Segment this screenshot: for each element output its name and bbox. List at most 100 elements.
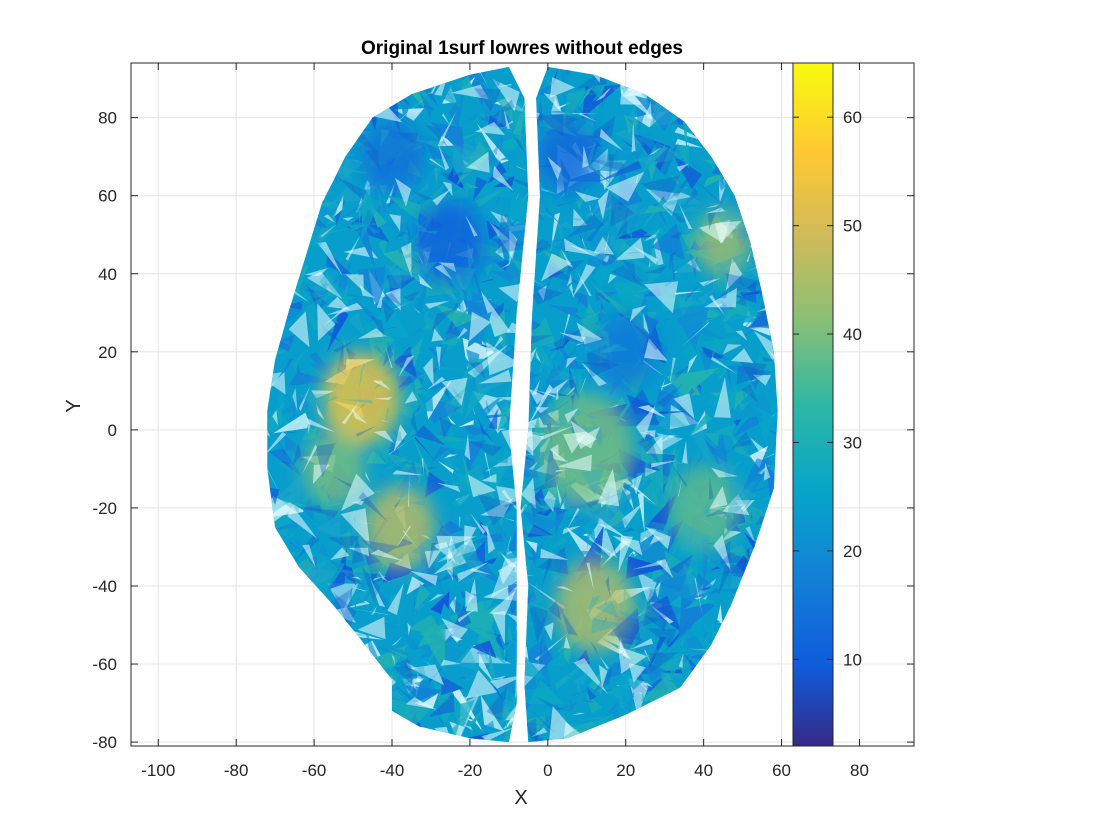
- surface-facet: [402, 217, 411, 249]
- surface-highlight: [727, 74, 738, 83]
- surface-facet: [339, 643, 357, 690]
- surface-highlight: [718, 287, 729, 299]
- colorbar-tick-label: 40: [843, 325, 862, 344]
- surface-facet: [414, 425, 445, 445]
- surface-facet: [454, 299, 469, 315]
- surface-facet: [423, 91, 435, 96]
- surface-facet: [333, 74, 346, 89]
- surface-highlight: [401, 525, 405, 528]
- surface-facet: [411, 404, 422, 416]
- surface-highlight: [688, 648, 709, 651]
- y-tick-label: -40: [92, 577, 117, 596]
- surface-facet: [268, 66, 316, 88]
- surface-highlight: [691, 220, 706, 239]
- surface-facet: [313, 416, 316, 422]
- surface-facet: [617, 670, 643, 690]
- surface-facet: [530, 545, 536, 568]
- surface-highlight: [674, 695, 682, 720]
- surface-facet: [643, 205, 671, 214]
- surface-facet: [700, 159, 716, 166]
- surface-highlight: [631, 474, 643, 495]
- surface-highlight: [345, 235, 361, 261]
- surface-highlight: [392, 470, 425, 476]
- surface-facet: [488, 408, 498, 430]
- surface-highlight: [358, 219, 363, 224]
- surface-highlight: [628, 104, 636, 127]
- surface-highlight: [351, 640, 354, 650]
- surface-facet: [565, 341, 595, 365]
- surface-facet: [267, 281, 276, 295]
- surface-highlight: [520, 720, 523, 743]
- surface-facet: [466, 531, 505, 545]
- colorbar-tick-label: 30: [843, 433, 862, 452]
- surface-highlight: [455, 647, 480, 672]
- surface-highlight: [619, 693, 627, 711]
- surface-highlight: [653, 78, 667, 87]
- surface-highlight: [706, 715, 723, 718]
- surface-highlight: [407, 622, 411, 636]
- surface-facet: [267, 601, 287, 614]
- surface-facet: [738, 95, 761, 124]
- surface-highlight: [705, 543, 716, 544]
- surface-highlight: [636, 680, 648, 691]
- surface-highlight: [497, 213, 522, 254]
- surface-highlight: [378, 187, 383, 208]
- surface-facet: [757, 531, 778, 561]
- surface-highlight: [340, 508, 370, 546]
- surface-highlight: [665, 186, 703, 205]
- surface-highlight: [714, 376, 731, 418]
- surface-highlight: [333, 592, 357, 630]
- surface-highlight: [276, 462, 299, 473]
- surface-highlight: [627, 117, 634, 127]
- surface-highlight: [316, 513, 341, 540]
- surface-highlight: [466, 669, 498, 699]
- surface-highlight: [393, 500, 401, 512]
- surface-highlight: [739, 591, 769, 603]
- surface-facet: [678, 594, 715, 638]
- surface-highlight: [374, 266, 378, 282]
- surface-facet: [432, 344, 445, 347]
- surface-facet: [675, 138, 703, 148]
- surface-highlight: [599, 128, 624, 151]
- surface-highlight: [644, 281, 679, 314]
- surface-facet: [332, 194, 344, 218]
- surface-highlight: [551, 98, 561, 112]
- surface-highlight: [495, 246, 505, 260]
- surface-facet: [714, 648, 748, 671]
- surface-highlight: [645, 467, 657, 477]
- surface-facet: [733, 668, 774, 688]
- surface-highlight: [610, 265, 647, 288]
- surface-highlight: [761, 120, 773, 132]
- surface-highlight: [705, 207, 726, 214]
- surface-facet: [338, 200, 364, 221]
- surface-highlight: [496, 396, 514, 401]
- surface-highlight: [567, 274, 573, 287]
- surface-facet: [268, 129, 283, 138]
- surface-facet: [760, 136, 775, 146]
- surface-highlight: [559, 352, 566, 354]
- surface-highlight: [431, 328, 444, 342]
- surface-facet: [524, 256, 525, 264]
- surface-facet: [267, 664, 288, 685]
- surface-facet: [696, 697, 720, 735]
- surface-highlight: [564, 238, 592, 255]
- surface-facet: [281, 115, 298, 139]
- surface-highlight: [480, 497, 514, 518]
- surface-facet: [324, 514, 331, 527]
- surface-facet: [425, 142, 454, 167]
- surface-highlight: [314, 225, 337, 247]
- surface-facet: [382, 699, 384, 712]
- surface-facet: [417, 88, 433, 120]
- surface-highlight: [490, 549, 505, 562]
- surface-facet: [290, 609, 302, 646]
- surface-highlight: [521, 477, 537, 509]
- surface-highlight: [750, 437, 768, 452]
- surface-highlight: [616, 66, 623, 84]
- surface-facet: [267, 536, 275, 550]
- surface-facet: [737, 75, 747, 90]
- surface-facet: [478, 509, 498, 544]
- surface-highlight: [777, 259, 778, 262]
- surface-highlight: [537, 547, 569, 575]
- surface-facet: [672, 692, 697, 725]
- surface-facet: [280, 334, 292, 343]
